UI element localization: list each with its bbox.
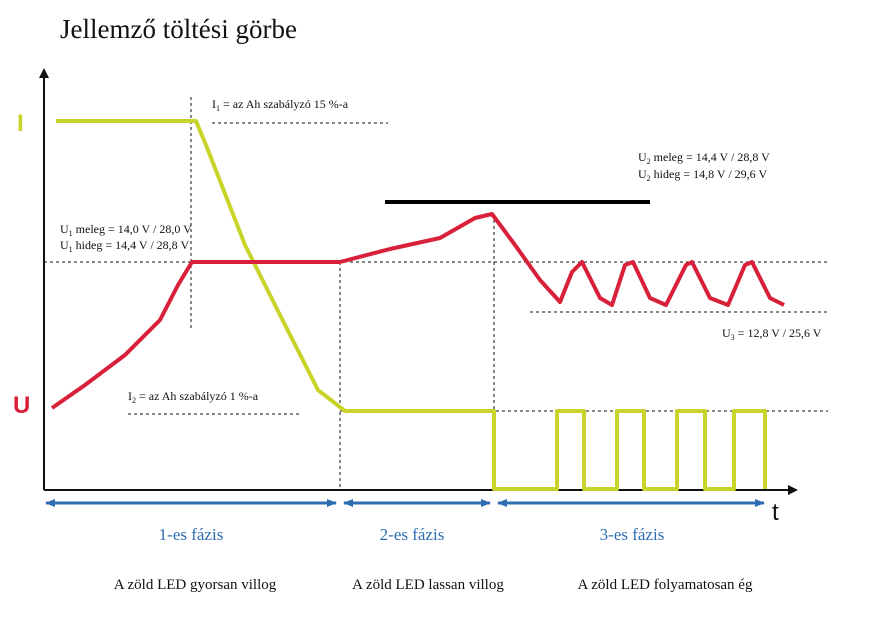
x-axis-label: t [772,499,779,526]
phase3-led-text: A zöld LED folyamatosan ég [578,577,753,593]
phase3-label: 3-es fázis [600,525,665,544]
phase2-led-text: A zöld LED lassan villog [352,577,504,593]
voltage-curve [50,212,785,410]
i1-annotation: I1 = az Ah szabályzó 15 %-a [212,97,349,113]
phase1-label: 1-es fázis [159,525,224,544]
u1-hideg-annotation: U1 hideg = 14,4 V / 28,8 V [60,238,189,254]
u3-annotation: U3 = 12,8 V / 25,6 V [722,326,822,342]
u2-hideg-annotation: U2 hideg = 14,8 V / 29,6 V [638,167,767,183]
y-axis-voltage-label: U [13,392,30,419]
diagram-title: Jellemző töltési görbe [60,14,297,44]
phase1-led-text: A zöld LED gyorsan villog [114,577,277,593]
u2-meleg-annotation: U2 meleg = 14,4 V / 28,8 V [638,150,770,166]
u1-meleg-annotation: U1 meleg = 14,0 V / 28,0 V [60,222,192,238]
phase2-label: 2-es fázis [380,525,445,544]
i2-annotation: I2 = az Ah szabályzó 1 %-a [128,389,259,405]
y-axis-current-label: I [17,110,24,137]
current-curve [56,119,767,491]
